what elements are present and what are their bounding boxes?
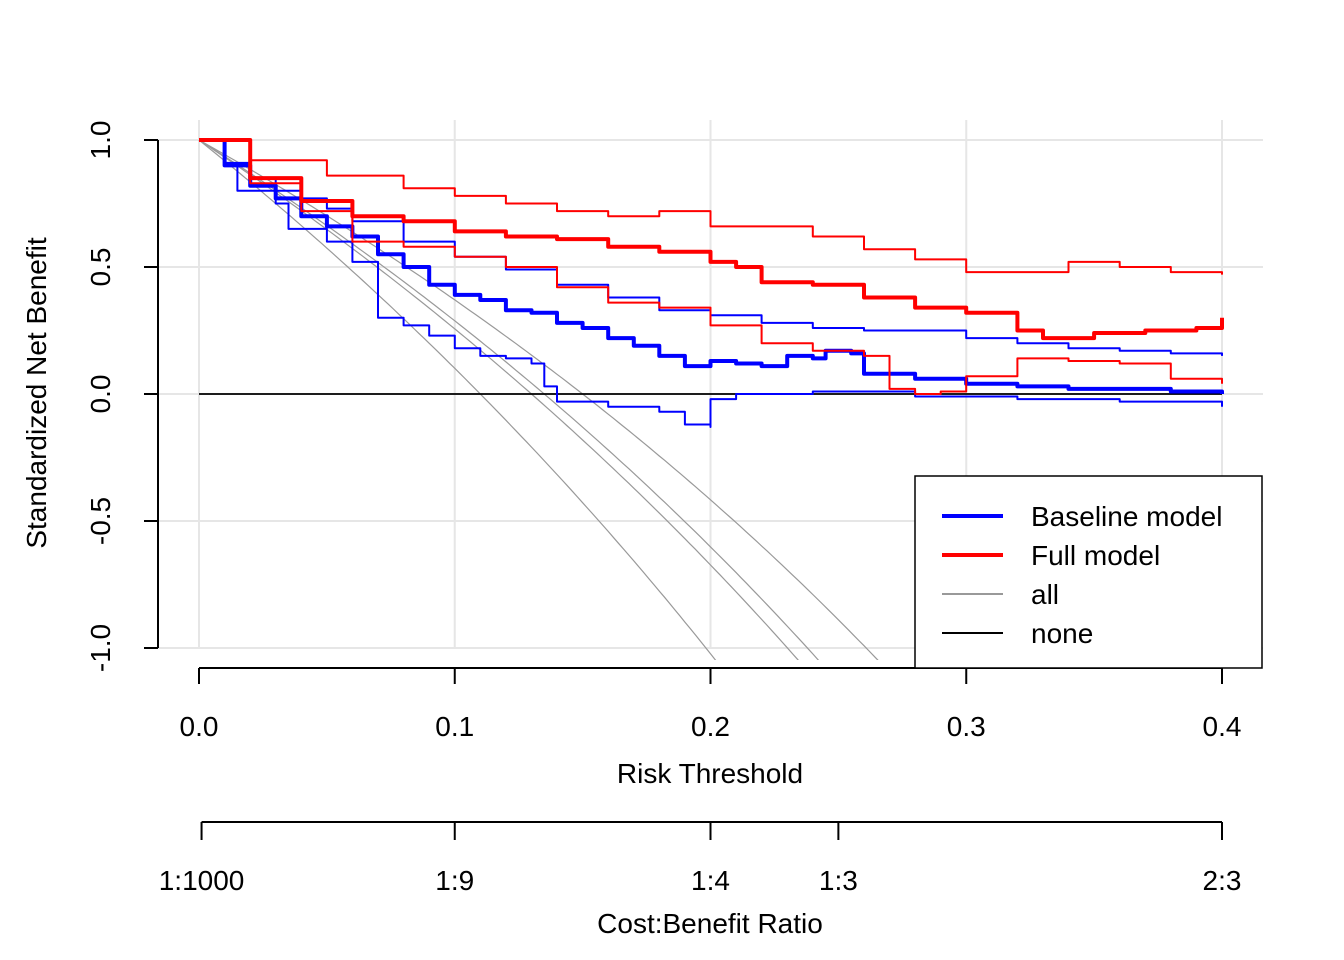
x-tick-label: 0.0	[180, 711, 219, 742]
legend-label: Full model	[1031, 540, 1160, 571]
treat-all-line	[198, 139, 717, 660]
x-axis: 0.0 0.1 0.2 0.3 0.4	[180, 667, 1242, 742]
treat-all-line	[198, 139, 879, 660]
y-tick-label: -0.5	[85, 497, 116, 545]
x-tick-label: 0.4	[1203, 711, 1242, 742]
y-axis: -1.0 -0.5 0.0 0.5 1.0	[85, 121, 159, 672]
legend-label: none	[1031, 618, 1093, 649]
full-model-lower-interval-line	[199, 139, 1223, 395]
full-model-estimate-line	[199, 138, 1224, 341]
secondary-tick-label: 1:4	[691, 865, 730, 896]
treat-all-line	[198, 139, 799, 660]
secondary-tick-label: 1:1000	[159, 865, 245, 896]
y-tick-label: 1.0	[85, 121, 116, 160]
x-axis-title: Risk Threshold	[617, 758, 803, 789]
secondary-tick-label: 2:3	[1203, 865, 1242, 896]
legend-label: Baseline model	[1031, 501, 1222, 532]
grid	[158, 120, 1263, 649]
y-axis-title: Standardized Net Benefit	[21, 237, 52, 549]
x-tick-label: 0.1	[435, 711, 474, 742]
full-model-upper-interval-line	[199, 139, 1223, 275]
legend: Baseline model Full model all none	[914, 475, 1263, 669]
secondary-tick-label: 1:9	[435, 865, 474, 896]
y-tick-label: 0.0	[85, 375, 116, 414]
legend-box	[914, 475, 1263, 669]
baseline-model-lower-interval-line	[199, 139, 1223, 428]
cost-benefit-axis: 1:1000 1:9 1:4 1:3 2:3	[159, 821, 1242, 896]
series-lines	[199, 138, 1224, 428]
legend-label: all	[1031, 579, 1059, 610]
x-tick-label: 0.2	[691, 711, 730, 742]
y-tick-label: 0.5	[85, 248, 116, 287]
secondary-tick-label: 1:3	[819, 865, 858, 896]
x-tick-label: 0.3	[947, 711, 986, 742]
y-tick-label: -1.0	[85, 624, 116, 672]
secondary-axis-title: Cost:Benefit Ratio	[597, 908, 823, 939]
